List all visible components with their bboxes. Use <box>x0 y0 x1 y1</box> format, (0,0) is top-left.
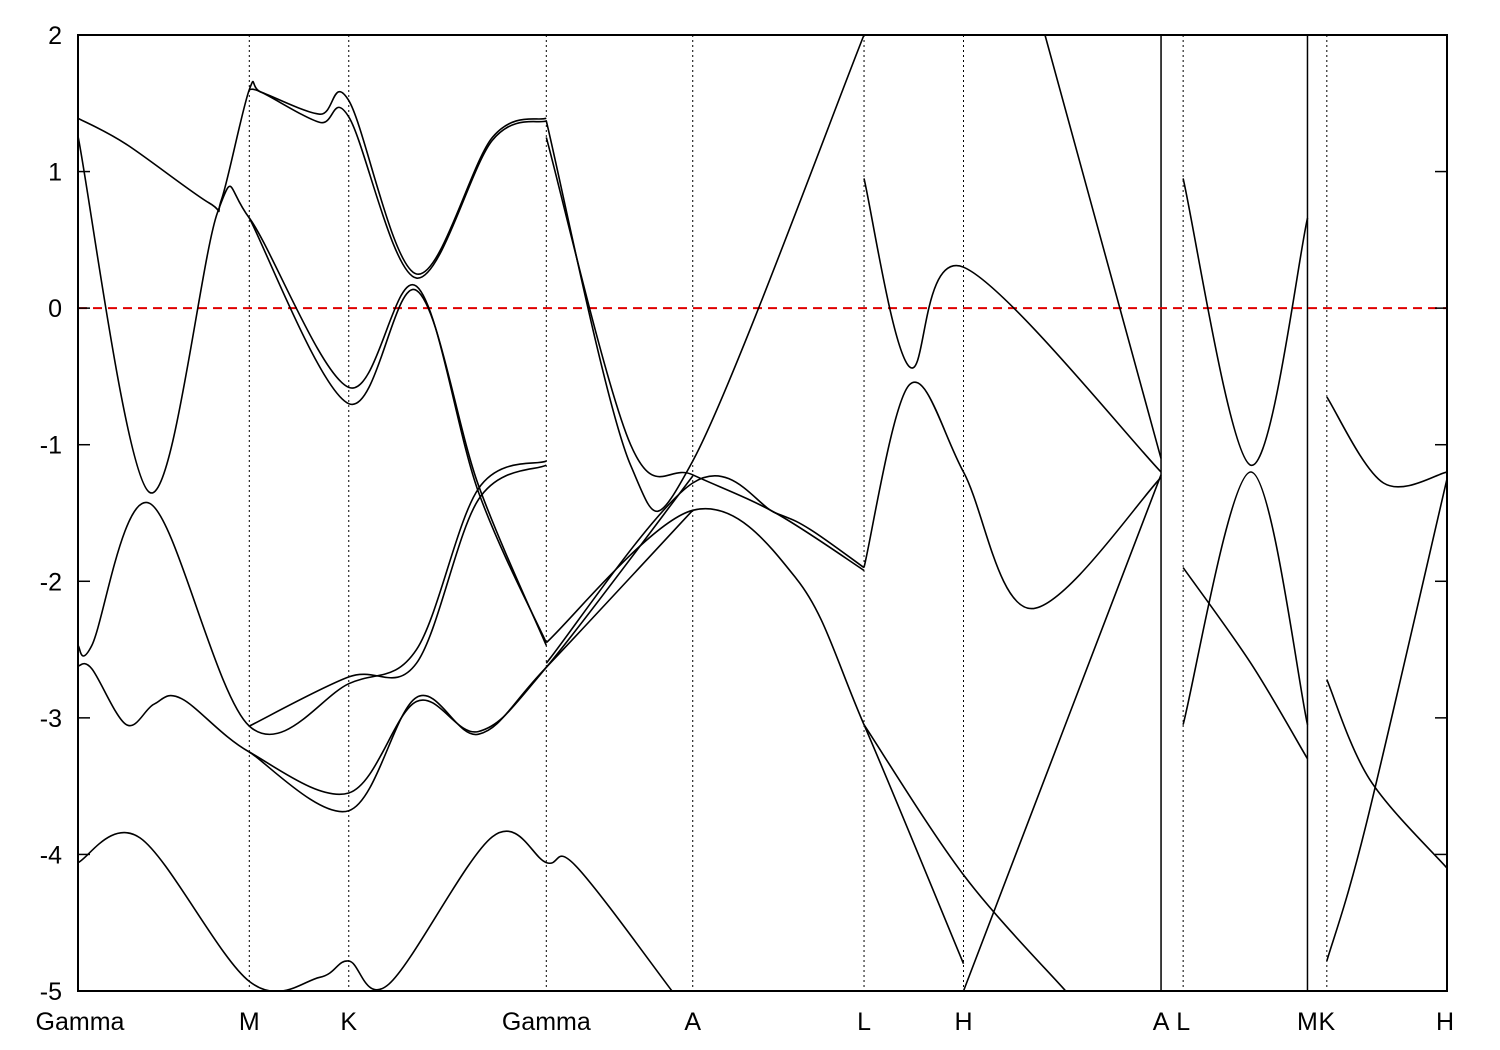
band-2 <box>78 135 548 644</box>
x-tick-label: L <box>1176 1008 1190 1036</box>
band-11 <box>545 507 965 965</box>
y-tick-label: -1 <box>40 432 62 460</box>
band-13 <box>863 178 1162 473</box>
band-14 <box>863 381 1162 610</box>
band-12 <box>545 475 865 664</box>
x-axis: Gamma M K Gamma A L H A L M K H <box>36 1008 1454 1036</box>
band-21 <box>1326 396 1447 488</box>
band-10 <box>545 137 865 572</box>
band-7 <box>248 509 694 813</box>
y-axis: 2 1 0 -1 -2 -3 -4 -5 <box>40 22 1447 1006</box>
band-19 <box>1182 567 1309 760</box>
band-22 <box>1326 679 1447 869</box>
x-tick-label: A <box>684 1008 701 1036</box>
y-tick-label: 0 <box>48 295 62 323</box>
y-tick-label: -5 <box>40 978 62 1006</box>
x-tick-label: M <box>239 1008 260 1036</box>
band-6 <box>78 475 694 796</box>
band-0 <box>78 80 547 275</box>
bands <box>78 35 1447 991</box>
x-tick-label: L <box>857 1008 871 1036</box>
band-20 <box>1182 471 1309 725</box>
band-4 <box>78 460 547 736</box>
kpoint-lines <box>248 35 1328 991</box>
x-tick-label: K <box>1318 1008 1335 1036</box>
x-tick-label: H <box>1436 1008 1454 1036</box>
y-tick-label: -4 <box>40 841 62 869</box>
band-3 <box>248 217 548 646</box>
plot-frame <box>77 34 1448 992</box>
band-1 <box>249 88 547 279</box>
x-tick-label: A <box>1153 1008 1170 1036</box>
band-16 <box>962 474 1162 991</box>
band-5 <box>248 464 547 727</box>
y-tick-label: 2 <box>48 22 62 50</box>
y-tick-label: -2 <box>40 568 62 596</box>
y-tick-label: -3 <box>40 705 62 733</box>
x-tick-label: K <box>340 1008 357 1036</box>
x-tick-label: Gamma <box>502 1008 591 1036</box>
x-tick-label: Gamma <box>36 1008 125 1036</box>
x-tick-label: M <box>1297 1008 1318 1036</box>
band-15 <box>863 724 1067 991</box>
y-tick-label: 1 <box>48 159 62 187</box>
x-tick-label: H <box>954 1008 972 1036</box>
band-17 <box>1044 35 1162 459</box>
band-23 <box>1326 478 1447 962</box>
band-8 <box>78 830 673 991</box>
band-18 <box>1182 178 1309 466</box>
